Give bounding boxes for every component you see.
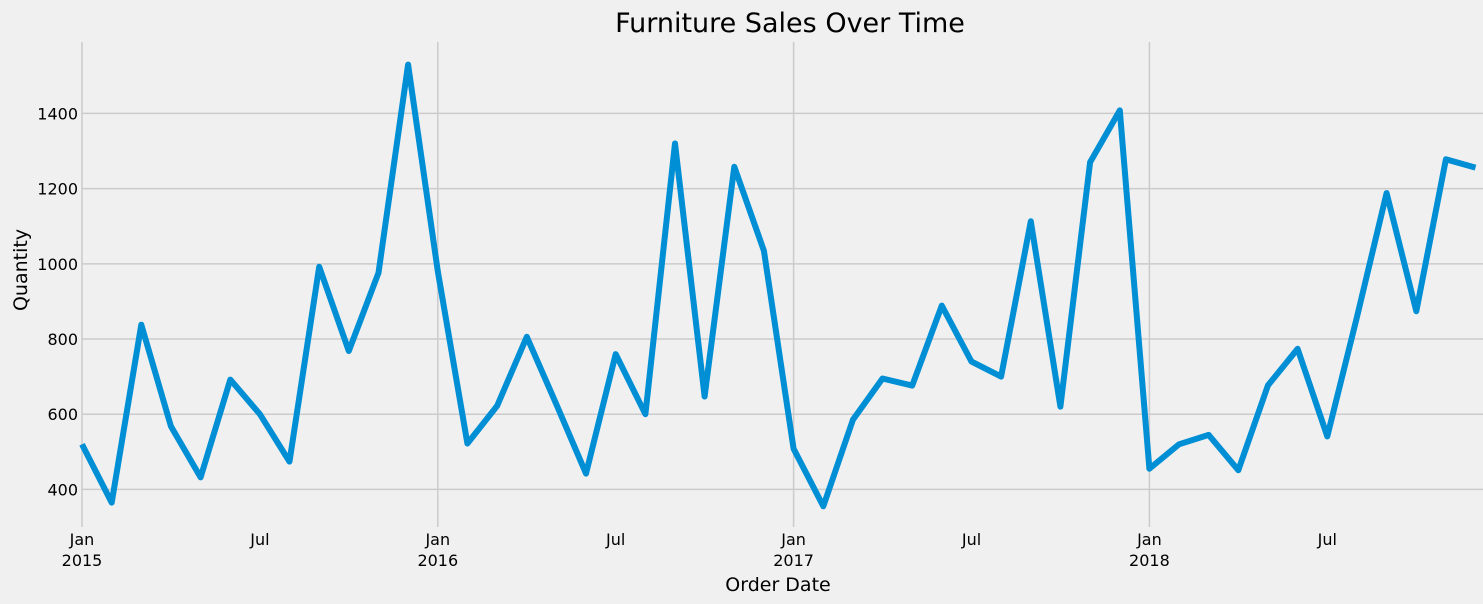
y-tick-label: 1200 — [37, 180, 78, 199]
x-tick-label: Jan — [1136, 530, 1162, 549]
x-tick-year-label: 2015 — [62, 551, 103, 570]
x-tick-year-label: 2018 — [1129, 551, 1170, 570]
chart-title: Furniture Sales Over Time — [615, 8, 965, 39]
x-tick-label: Jul — [249, 530, 269, 549]
x-tick-label: Jul — [961, 530, 981, 549]
x-tick-year-label: 2016 — [417, 551, 458, 570]
y-tick-label: 1400 — [37, 104, 78, 123]
grid-lines — [81, 42, 1483, 527]
series-layer — [79, 61, 1477, 510]
y-axis: 400 600 800 1000 1200 1400 — [37, 104, 78, 499]
x-axis-label: Order Date — [725, 574, 830, 596]
x-tick-label: Jan — [69, 530, 95, 549]
y-axis-label: Quantity — [10, 229, 32, 311]
x-tick-label: Jan — [424, 530, 450, 549]
y-tick-label: 600 — [47, 405, 78, 424]
x-tick-label: Jul — [1317, 530, 1337, 549]
series-line — [79, 61, 1477, 510]
x-tick-label: Jan — [780, 530, 806, 549]
x-tick-year-label: 2017 — [773, 551, 814, 570]
y-tick-label: 1000 — [37, 255, 78, 274]
y-tick-label: 800 — [47, 330, 78, 349]
x-tick-label: Jul — [605, 530, 625, 549]
y-tick-label: 400 — [47, 480, 78, 499]
x-axis: Jan 2015 Jul Jan 2016 Jul Jan 2017 Jul Jan 2018 Jul — [62, 530, 1337, 570]
